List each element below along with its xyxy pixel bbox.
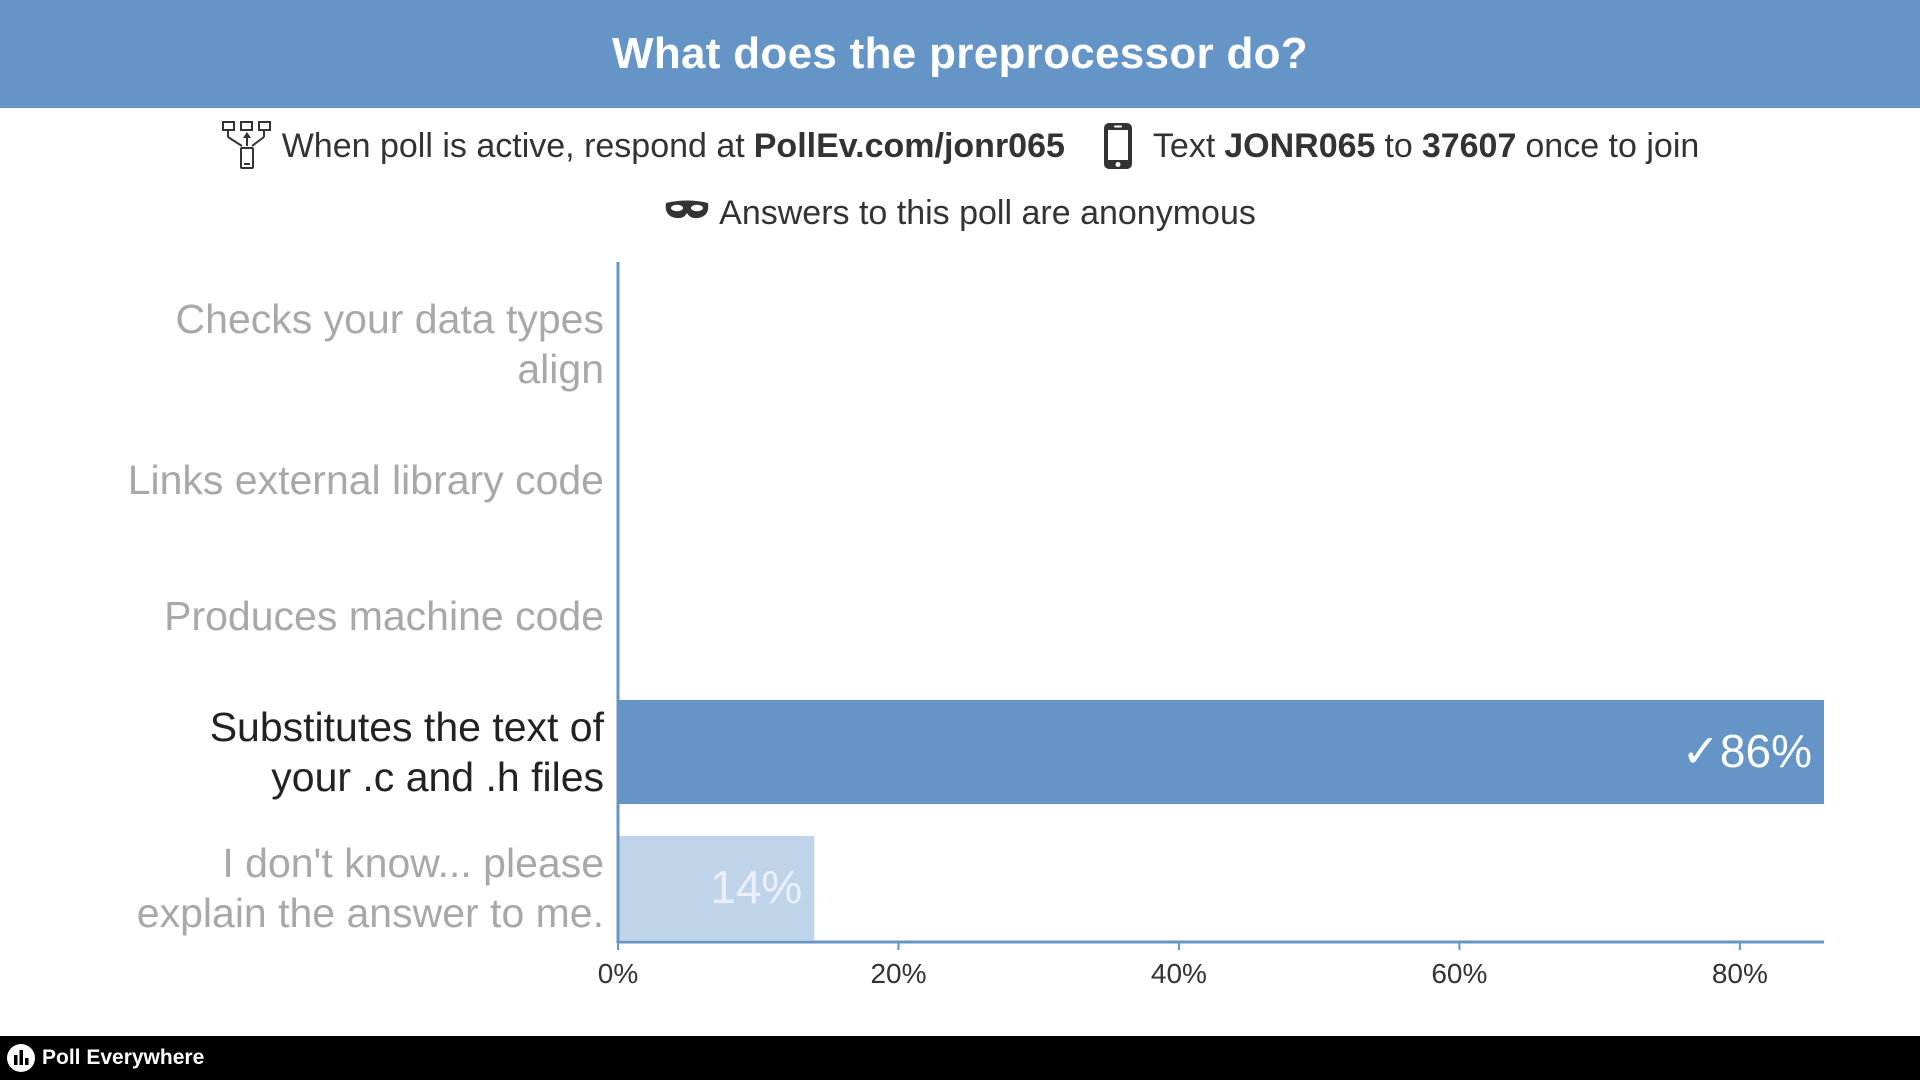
- respond-prefix: When poll is active, respond at: [281, 126, 745, 165]
- category-label-0-1: align: [517, 346, 604, 392]
- category-label-3-0: Substitutes the text of: [210, 704, 605, 750]
- poll-header: What does the preprocessor do?: [0, 0, 1920, 108]
- category-label-4-0: I don't know... please: [222, 840, 604, 886]
- anonymous-note: Answers to this poll are anonymous: [0, 180, 1920, 246]
- bar-value-label-3: ✓86%: [1681, 725, 1812, 777]
- bar-4: [619, 836, 815, 940]
- join-keyword: JONR065: [1224, 126, 1376, 165]
- poll-everywhere-logo-icon: [7, 1044, 35, 1072]
- mask-icon: [664, 194, 710, 233]
- network-icon: [221, 120, 273, 172]
- footer-brand: Poll Everywhere: [42, 1046, 205, 1069]
- category-label-2-0: Produces machine code: [164, 593, 604, 639]
- text-suffix: once to join: [1525, 126, 1700, 165]
- phone-icon: [1101, 121, 1135, 171]
- text-prefix: Text: [1152, 126, 1216, 165]
- x-tick-label-4: 80%: [1712, 958, 1768, 989]
- bar-3: [619, 700, 1824, 804]
- x-tick-label-2: 40%: [1151, 958, 1207, 989]
- x-tick-label-0: 0%: [598, 958, 638, 989]
- x-tick-label-3: 60%: [1431, 958, 1487, 989]
- category-label-4-1: explain the answer to me.: [137, 890, 604, 936]
- category-label-0-0: Checks your data types: [176, 296, 604, 342]
- x-tick-label-1: 20%: [870, 958, 926, 989]
- footer-bar: Poll Everywhere: [0, 1036, 1920, 1080]
- category-label-1-0: Links external library code: [128, 457, 604, 503]
- anonymous-text: Answers to this poll are anonymous: [719, 193, 1256, 232]
- response-instructions: When poll is active, respond at PollEv.c…: [0, 112, 1920, 180]
- to-word: to: [1384, 126, 1413, 165]
- poll-title: What does the preprocessor do?: [612, 29, 1308, 78]
- sms-number: 37607: [1421, 126, 1517, 165]
- category-label-3-1: your .c and .h files: [271, 754, 604, 800]
- bar-value-label-4: 14%: [710, 861, 802, 913]
- poll-url[interactable]: PollEv.com/jonr065: [753, 126, 1065, 165]
